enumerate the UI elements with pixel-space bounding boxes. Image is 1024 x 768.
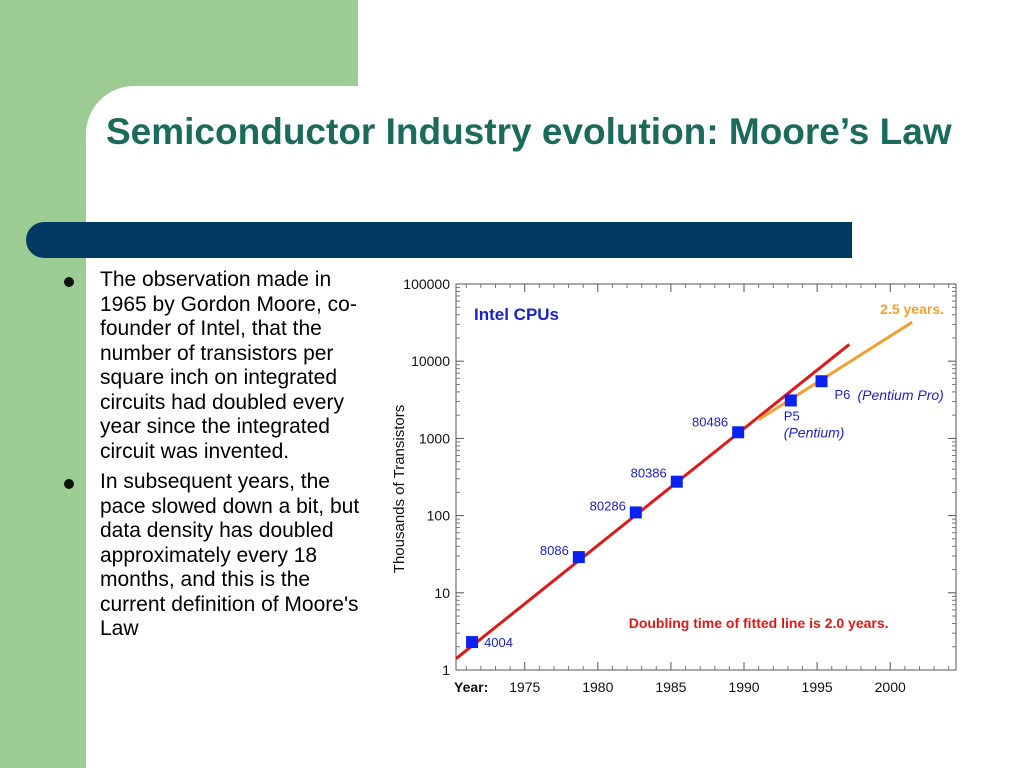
plot-frame [455, 283, 957, 671]
bullet-item: The observation made in 1965 by Gordon M… [62, 268, 372, 464]
y-tick-label: 100 [427, 508, 451, 524]
data-point [784, 394, 797, 407]
data-point [732, 426, 745, 439]
data-point [815, 375, 828, 388]
y-tick-label: 1000 [419, 430, 450, 446]
data-point [572, 551, 585, 564]
content-panel [86, 86, 1024, 768]
bullet-dot-icon [64, 479, 74, 489]
data-point-label: 80486 [692, 414, 728, 429]
bullet-list: The observation made in 1965 by Gordon M… [62, 268, 372, 648]
bullet-text: In subsequent years, the pace slowed dow… [100, 470, 360, 640]
x-tick-label: 2000 [875, 679, 906, 695]
chart-title: Intel CPUs [474, 305, 559, 324]
data-point [629, 506, 642, 519]
data-point [466, 636, 479, 649]
y-tick-label: 100000 [403, 276, 450, 292]
x-tick-label: 1995 [802, 679, 833, 695]
data-point-note: (Pentium) [784, 424, 845, 440]
data-point [670, 475, 683, 488]
data-point-note: (Pentium Pro) [857, 387, 943, 403]
data-point-label: P5 [784, 408, 800, 423]
fitted-trend-line [455, 343, 851, 660]
data-point-label: P6 [834, 387, 850, 402]
data-point-label: 8086 [540, 543, 569, 558]
title-divider [26, 222, 852, 258]
bullet-dot-icon [64, 277, 74, 287]
y-tick-label: 1 [442, 662, 450, 678]
x-tick-label: 1990 [728, 679, 759, 695]
recent-trend-line [757, 320, 913, 421]
bullet-item: In subsequent years, the pace slowed dow… [62, 470, 372, 642]
x-axis-label: Year: [454, 679, 488, 695]
data-point-label: 4004 [484, 635, 513, 650]
y-tick-label: 10 [434, 585, 450, 601]
y-tick-label: 10000 [411, 353, 450, 369]
chart-svg: 1 10 100 1000 10000 100000 1975 1980 1985 1990 199… [391, 276, 957, 695]
data-point-label: 80286 [590, 498, 626, 513]
slide-title: Semiconductor Industry evolution: Moore’… [106, 111, 952, 152]
data-point-label: 80386 [631, 466, 667, 481]
annotation-red: Doubling time of fitted line is 2.0 year… [629, 615, 889, 631]
x-tick-label: 1975 [509, 679, 540, 695]
bullet-text: The observation made in 1965 by Gordon M… [100, 268, 357, 463]
x-tick-label: 1985 [655, 679, 686, 695]
y-axis-label: Thousands of Transistors [391, 405, 408, 573]
annotation-orange: 2.5 years. [880, 301, 944, 317]
moores-law-chart: 1 10 100 1000 10000 100000 1975 1980 1985 1990 199… [384, 276, 964, 704]
x-tick-label: 1980 [582, 679, 613, 695]
